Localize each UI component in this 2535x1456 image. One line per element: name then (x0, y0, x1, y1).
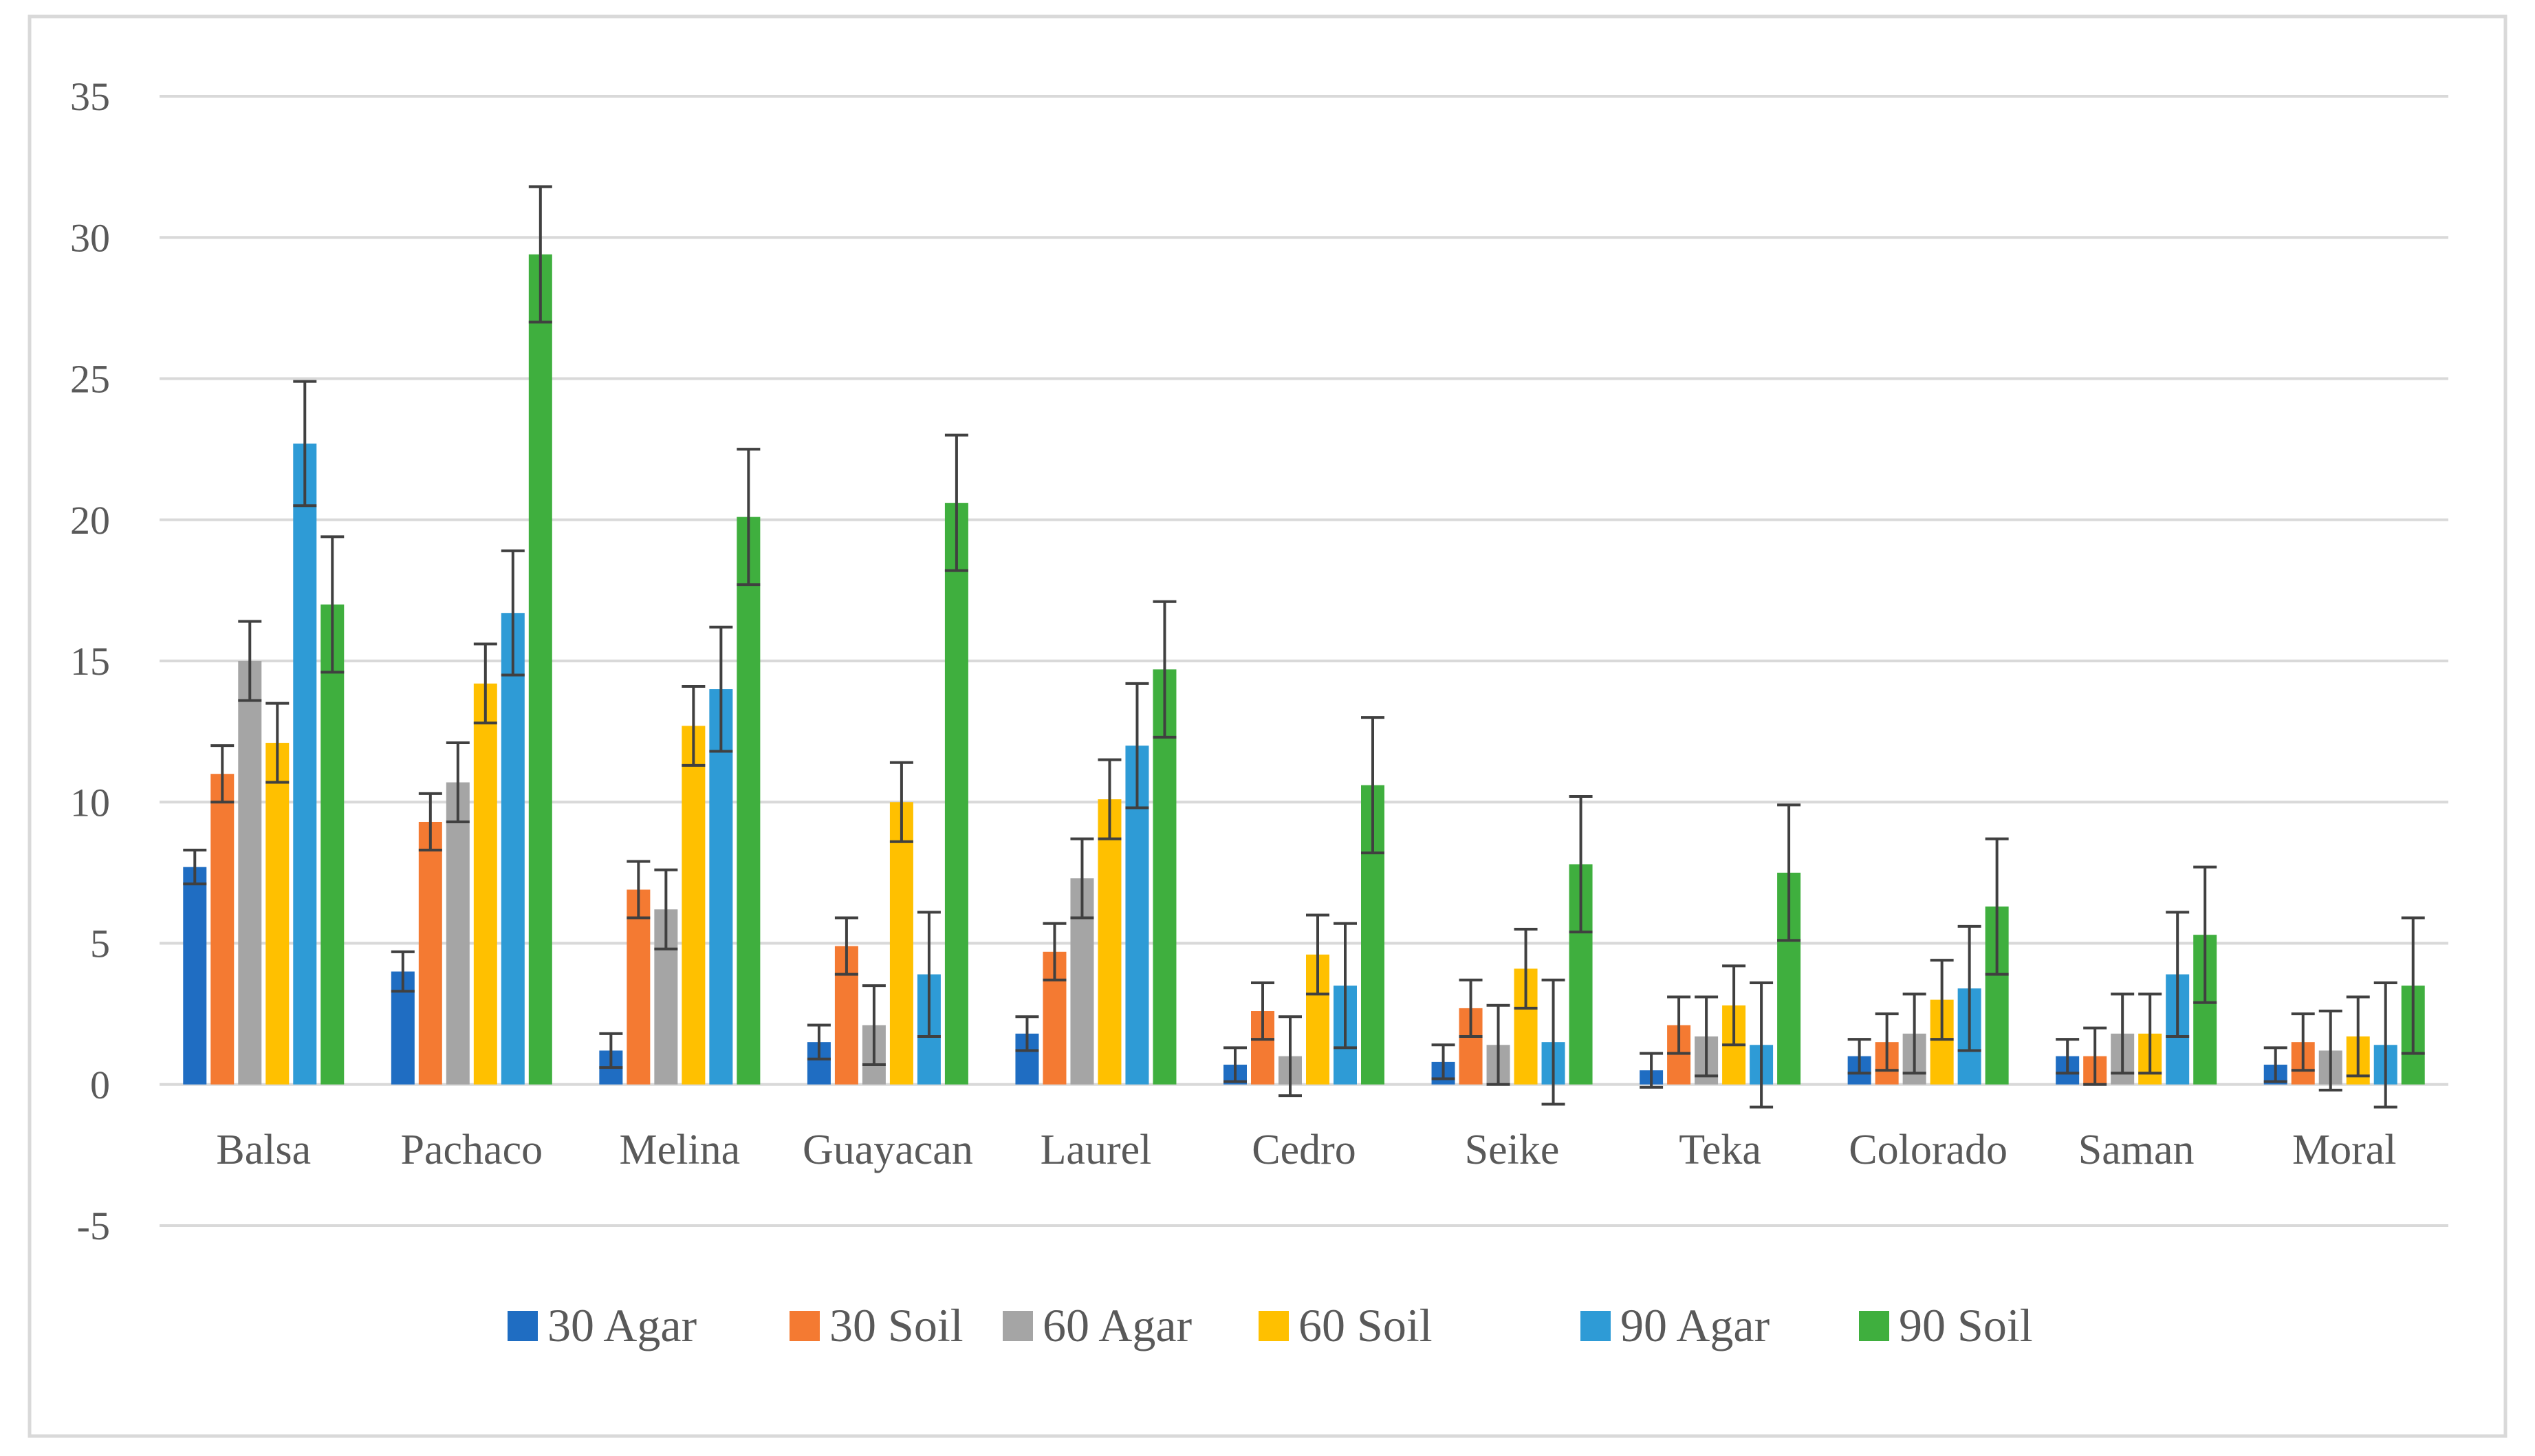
y-tick-label: 20 (70, 498, 110, 543)
x-tick-label: Balsa (216, 1127, 311, 1173)
bar (627, 889, 651, 1085)
y-tick-label: -5 (77, 1204, 110, 1248)
bars (183, 254, 2425, 1085)
bar (737, 517, 761, 1085)
y-tick-label: 25 (70, 357, 110, 402)
legend-label: 30 Agar (547, 1299, 697, 1351)
bar (473, 683, 497, 1085)
bar (446, 782, 470, 1085)
legend-label: 30 Soil (829, 1299, 964, 1351)
y-tick-label: 30 (70, 215, 110, 260)
bar (265, 743, 290, 1085)
legend-label: 60 Agar (1043, 1299, 1193, 1351)
legend-swatch (1859, 1311, 1889, 1341)
x-tick-label: Colorado (1849, 1127, 2008, 1173)
bar (944, 503, 968, 1085)
x-tick-label: Moral (2292, 1127, 2397, 1173)
legend-swatch (790, 1311, 820, 1341)
bar (210, 774, 235, 1085)
bar (1153, 669, 1177, 1085)
y-axis-tick-labels: -5 0 5 10 15 20 25 30 35 (70, 74, 110, 1248)
x-tick-label: Laurel (1041, 1127, 1152, 1173)
x-tick-label: Seike (1465, 1127, 1560, 1173)
y-tick-label: 0 (90, 1063, 110, 1107)
bar (528, 254, 552, 1085)
x-tick-label: Pachaco (401, 1127, 543, 1173)
bar (1098, 799, 1122, 1085)
legend: 30 Agar 30 Soil 60 Agar 60 Soil 90 Agar 90 So… (508, 1299, 2033, 1351)
bar (709, 689, 733, 1085)
x-tick-label: Saman (2078, 1127, 2195, 1173)
bar (238, 661, 262, 1085)
bar (183, 867, 207, 1085)
legend-swatch (1003, 1311, 1033, 1341)
bar (501, 613, 525, 1085)
legend-label: 90 Agar (1620, 1299, 1770, 1351)
y-tick-label: 35 (70, 74, 110, 119)
bar (418, 821, 442, 1085)
y-tick-label: 5 (90, 922, 110, 966)
x-tick-label: Guayacan (803, 1127, 973, 1173)
bar (889, 802, 913, 1085)
x-tick-label: Melina (620, 1127, 741, 1173)
bar (682, 726, 706, 1085)
bar (293, 443, 317, 1085)
error-bars (183, 185, 2425, 1109)
y-tick-label: 15 (70, 639, 110, 684)
legend-swatch (1259, 1311, 1289, 1341)
legend-label: 60 Soil (1298, 1299, 1433, 1351)
x-tick-label: Cedro (1252, 1127, 1356, 1173)
chart-frame (28, 14, 2507, 1438)
x-axis-category-labels: Balsa Pachaco Melina Guayacan Laurel Cedro Sei… (216, 1127, 2396, 1173)
legend-swatch (1580, 1311, 1611, 1341)
bar (320, 604, 345, 1085)
legend-swatch (508, 1311, 538, 1341)
x-tick-label: Teka (1679, 1127, 1761, 1173)
legend-label: 90 Soil (1899, 1299, 2033, 1351)
y-tick-label: 10 (70, 780, 110, 825)
